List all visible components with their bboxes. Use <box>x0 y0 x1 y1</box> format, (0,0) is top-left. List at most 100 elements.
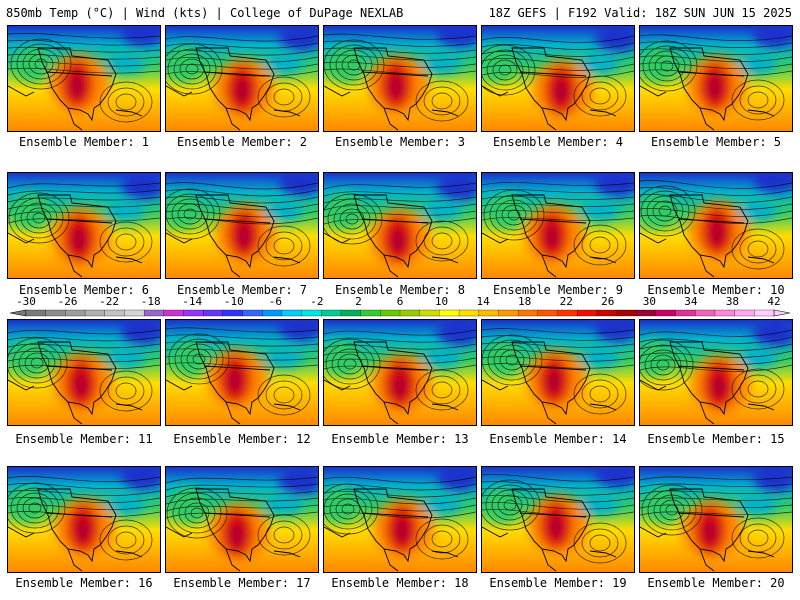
ensemble-map-panel <box>323 25 477 132</box>
ensemble-map-panel <box>165 172 319 279</box>
ensemble-map-panel <box>639 25 793 132</box>
colorbar-swatch <box>242 309 263 317</box>
ensemble-map-panel <box>323 319 477 426</box>
ensemble-member-caption: Ensemble Member: 3 <box>334 135 466 149</box>
colorbar-swatch <box>537 309 558 317</box>
colorbar-tick-label: 18 <box>518 295 532 308</box>
ensemble-map-panel <box>323 172 477 279</box>
ensemble-map-panel <box>639 319 793 426</box>
ensemble-map-panel <box>639 466 793 573</box>
colorbar-tick-label: 10 <box>434 295 449 308</box>
colorbar-tick-label: 6 <box>396 295 404 308</box>
colorbar-tick-label: -26 <box>57 295 78 308</box>
ensemble-member-caption: Ensemble Member: 4 <box>492 135 624 149</box>
colorbar-swatch <box>517 309 539 317</box>
colorbar-swatch <box>301 309 322 317</box>
colorbar-swatch <box>636 309 657 317</box>
colorbar-swatch <box>45 309 66 317</box>
ensemble-member-caption: Ensemble Member: 18 <box>331 576 469 590</box>
colorbar-swatch <box>754 309 775 317</box>
ensemble-member-caption: Ensemble Member: 16 <box>15 576 153 590</box>
colorbar-swatch <box>143 309 165 317</box>
colorbar-swatch <box>616 309 637 317</box>
colorbar-high-arrow <box>773 309 791 317</box>
colorbar-swatch <box>262 309 283 317</box>
colorbar-swatch <box>439 309 460 317</box>
colorbar-tick-label: -2 <box>310 295 324 308</box>
ensemble-member-caption: Ensemble Member: 6 <box>18 283 150 297</box>
colorbar-swatch <box>577 309 598 317</box>
colorbar-tick-label: 14 <box>476 295 490 308</box>
colorbar-swatch <box>478 309 499 317</box>
ensemble-map-panel <box>323 466 477 573</box>
ensemble-map-panel <box>165 466 319 573</box>
colorbar-swatch <box>557 309 578 317</box>
colorbar-swatch <box>596 309 617 317</box>
ensemble-map-panel <box>7 319 161 426</box>
ensemble-member-caption: Ensemble Member: 5 <box>650 135 782 149</box>
ensemble-map-panel <box>165 25 319 132</box>
colorbar-tick-label: 34 <box>684 295 698 308</box>
colorbar-swatch <box>124 309 145 317</box>
colorbar-swatch <box>655 309 677 317</box>
colorbar-tick-label: 22 <box>559 295 573 308</box>
ensemble-member-caption: Ensemble Member: 14 <box>489 432 627 446</box>
colorbar-swatch <box>25 309 47 317</box>
colorbar-tick-label: 42 <box>767 295 781 308</box>
colorbar-tick-label: 38 <box>725 295 740 308</box>
colorbar-swatch <box>104 309 125 317</box>
ensemble-member-caption: Ensemble Member: 7 <box>176 283 308 297</box>
temperature-colorbar <box>9 309 791 317</box>
colorbar-swatch <box>695 309 716 317</box>
colorbar-swatch <box>84 309 106 317</box>
ensemble-map-panel <box>7 466 161 573</box>
colorbar-tick-label: -10 <box>223 295 244 308</box>
ensemble-member-caption: Ensemble Member: 15 <box>647 432 785 446</box>
colorbar-swatch <box>458 309 480 317</box>
ensemble-member-caption: Ensemble Member: 10 <box>647 283 785 297</box>
ensemble-member-caption: Ensemble Member: 8 <box>334 283 466 297</box>
colorbar-swatch <box>419 309 440 317</box>
colorbar-tick-label: -14 <box>182 295 203 308</box>
colorbar-swatch <box>498 309 519 317</box>
colorbar-swatch <box>183 309 204 317</box>
colorbar-swatch <box>203 309 224 317</box>
ensemble-map-panel <box>7 172 161 279</box>
colorbar-swatch <box>163 309 184 317</box>
ensemble-member-caption: Ensemble Member: 17 <box>173 576 311 590</box>
colorbar-swatch <box>714 309 736 317</box>
ensemble-member-caption: Ensemble Member: 2 <box>176 135 308 149</box>
colorbar-swatch <box>281 309 303 317</box>
ensemble-map-panel <box>481 319 635 426</box>
ensemble-member-caption: Ensemble Member: 11 <box>15 432 153 446</box>
header-left-title: 850mb Temp (°C) | Wind (kts) | College o… <box>6 6 404 20</box>
colorbar-swatch <box>340 309 362 317</box>
ensemble-member-caption: Ensemble Member: 20 <box>647 576 785 590</box>
colorbar-swatch <box>360 309 381 317</box>
ensemble-member-caption: Ensemble Member: 9 <box>492 283 624 297</box>
ensemble-map-panel <box>481 172 635 279</box>
colorbar-tick-label: -6 <box>268 295 282 308</box>
ensemble-member-caption: Ensemble Member: 12 <box>173 432 311 446</box>
header-right-title: 18Z GEFS | F192 Valid: 18Z SUN JUN 15 20… <box>488 6 792 20</box>
colorbar-tick-label: -22 <box>99 295 120 308</box>
ensemble-member-caption: Ensemble Member: 1 <box>18 135 150 149</box>
ensemble-map-panel <box>481 25 635 132</box>
colorbar-swatch <box>675 309 696 317</box>
ensemble-map-panel <box>165 319 319 426</box>
colorbar-swatch <box>734 309 755 317</box>
colorbar-low-arrow <box>9 309 27 317</box>
colorbar-tick-label: 26 <box>601 295 615 308</box>
ensemble-map-panel <box>639 172 793 279</box>
colorbar-swatch <box>380 309 401 317</box>
colorbar-tick-label: -30 <box>16 295 36 308</box>
colorbar-swatch <box>222 309 243 317</box>
colorbar-tick-label: -18 <box>140 295 161 308</box>
ensemble-member-caption: Ensemble Member: 19 <box>489 576 627 590</box>
colorbar-tick-label: 2 <box>355 295 362 308</box>
colorbar-swatch <box>321 309 342 317</box>
ensemble-map-panel <box>7 25 161 132</box>
ensemble-member-caption: Ensemble Member: 13 <box>331 432 469 446</box>
colorbar-swatch <box>399 309 421 317</box>
colorbar-swatch <box>65 309 86 317</box>
